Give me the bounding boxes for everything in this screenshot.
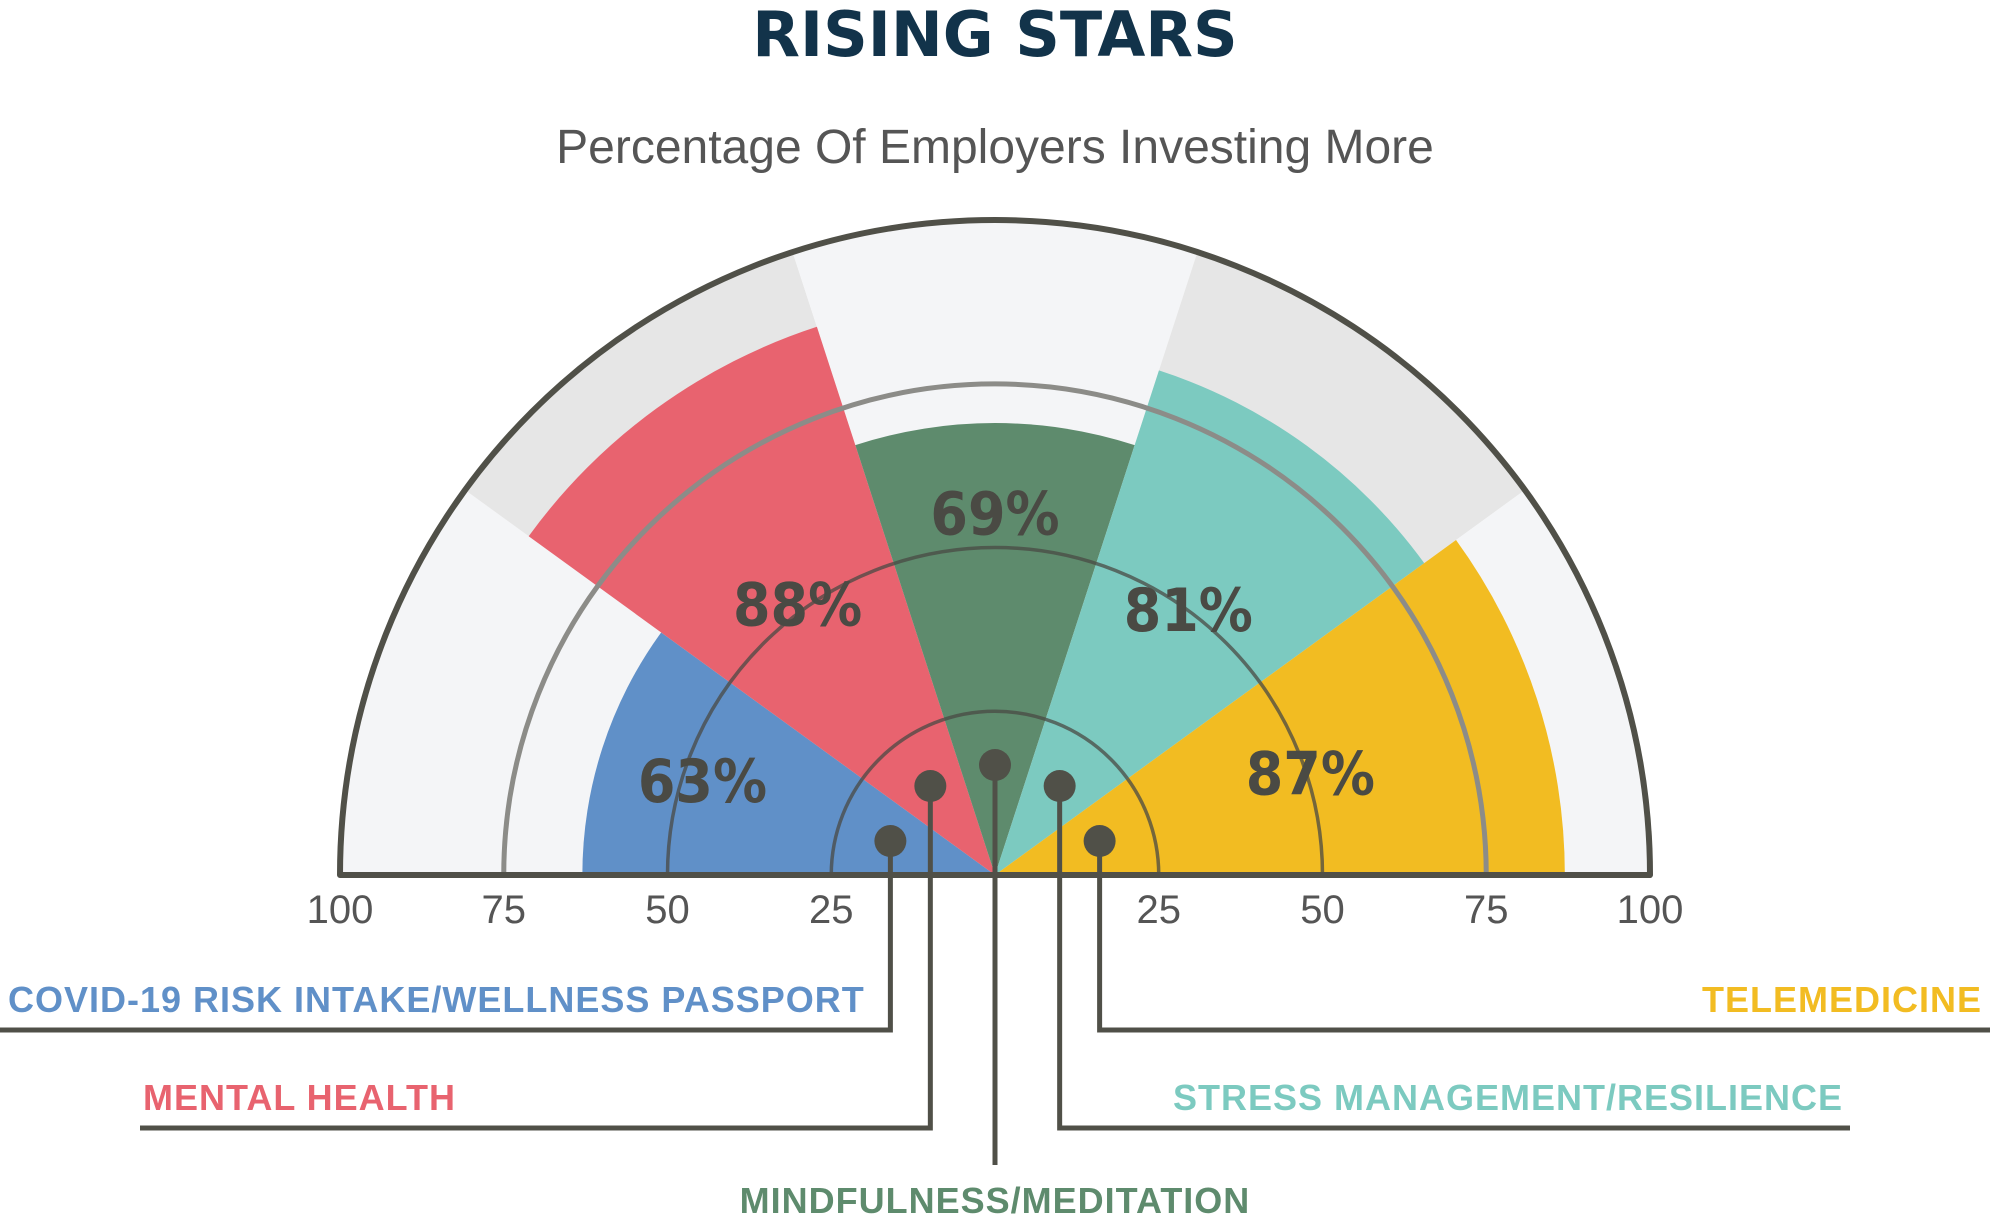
leader-dot-3 bbox=[1043, 770, 1076, 803]
outline-arc bbox=[337, 217, 1653, 878]
tick-left-50: 50 bbox=[645, 888, 690, 932]
sector-0 bbox=[582, 632, 995, 875]
sector-1 bbox=[528, 326, 995, 875]
value-label-0: 63% bbox=[638, 747, 767, 817]
tick-left-100: 100 bbox=[307, 888, 374, 932]
leader-dot-2 bbox=[979, 749, 1011, 781]
grid-rings bbox=[501, 381, 1489, 876]
tick-right-75: 75 bbox=[1464, 888, 1509, 932]
value-label-4: 87% bbox=[1246, 740, 1375, 810]
value-label-2: 69% bbox=[930, 479, 1059, 549]
value-labels: 63% 88% 69% 81% 87% bbox=[638, 479, 1375, 817]
category-label-2: MINDFULNESS/MEDITATION bbox=[740, 1180, 1251, 1221]
leader-dot-1 bbox=[914, 770, 947, 803]
tick-right-50: 50 bbox=[1300, 888, 1345, 932]
tick-left-25: 25 bbox=[809, 888, 854, 932]
chart-title: RISING STARS bbox=[752, 0, 1237, 71]
leader-lines bbox=[0, 749, 1990, 1165]
leader-line-4 bbox=[1097, 841, 1990, 1033]
ring-25 bbox=[829, 709, 1161, 876]
chart-subtitle: Percentage Of Employers Investing More bbox=[556, 121, 1434, 174]
leader-line-0 bbox=[0, 841, 893, 1033]
sector-3 bbox=[995, 370, 1425, 875]
value-label-3: 81% bbox=[1124, 576, 1253, 646]
category-label-4: TELEMEDICINE bbox=[1702, 979, 1982, 1020]
ring-50 bbox=[665, 545, 1325, 876]
leader-dot-0 bbox=[874, 825, 907, 858]
leader-line-1 bbox=[140, 786, 933, 1131]
category-labels: COVID-19 RISK INTAKE/WELLNESS PASSPORT ME… bbox=[8, 979, 1982, 1221]
leader-dot-4 bbox=[1083, 825, 1116, 858]
value-label-1: 88% bbox=[733, 570, 862, 640]
category-label-0: COVID-19 RISK INTAKE/WELLNESS PASSPORT bbox=[8, 979, 865, 1020]
sector-2 bbox=[855, 423, 1135, 875]
tick-right-25: 25 bbox=[1137, 888, 1182, 932]
tick-left-75: 75 bbox=[482, 888, 527, 932]
category-label-1: MENTAL HEALTH bbox=[143, 1077, 456, 1118]
leader-line-3 bbox=[1057, 786, 1850, 1131]
axis-ticks: 100 75 50 25 25 50 75 100 bbox=[307, 888, 1684, 932]
chart-outline bbox=[337, 217, 1653, 878]
category-label-3: STRESS MANAGEMENT/RESILIENCE bbox=[1173, 1077, 1843, 1118]
ring-75 bbox=[501, 381, 1489, 876]
tick-right-100: 100 bbox=[1617, 888, 1684, 932]
